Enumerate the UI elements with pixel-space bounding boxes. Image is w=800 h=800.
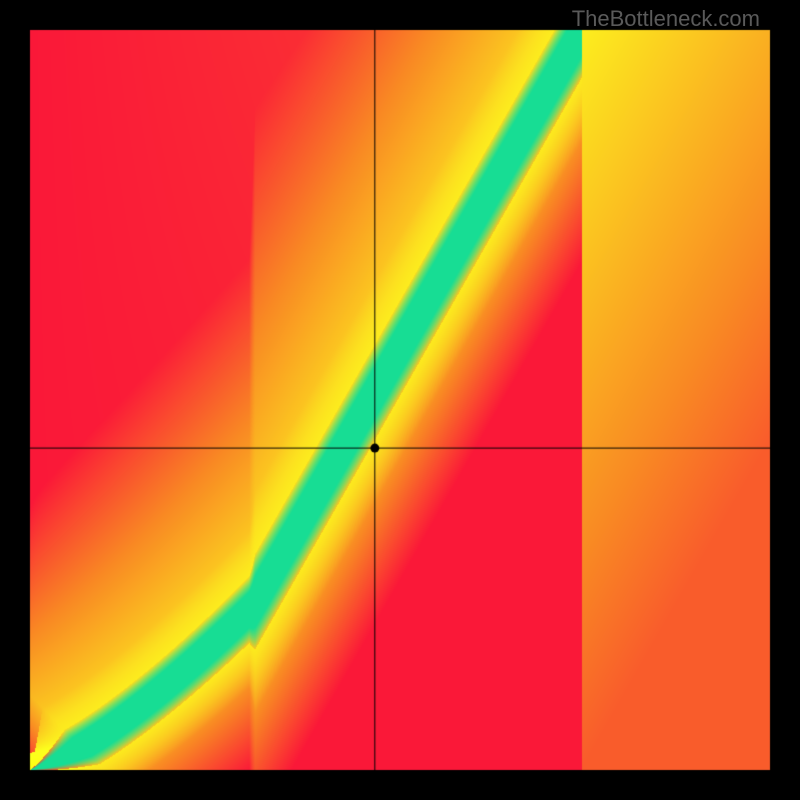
watermark: TheBottleneck.com	[572, 6, 760, 32]
bottleneck-heatmap	[0, 0, 800, 800]
